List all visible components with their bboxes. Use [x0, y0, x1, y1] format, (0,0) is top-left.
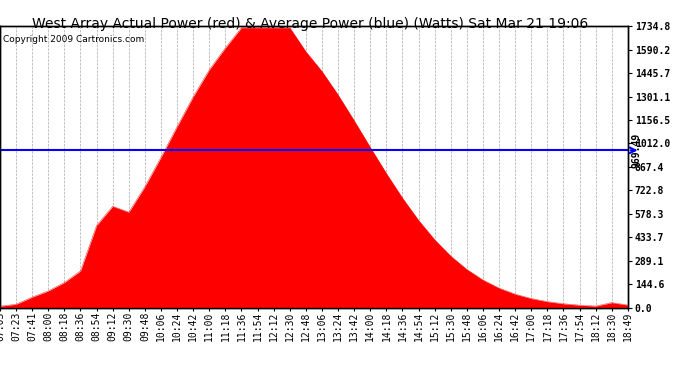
Text: 969.49: 969.49: [631, 133, 641, 168]
Text: Copyright 2009 Cartronics.com: Copyright 2009 Cartronics.com: [3, 35, 144, 44]
Text: West Array Actual Power (red) & Average Power (blue) (Watts) Sat Mar 21 19:06: West Array Actual Power (red) & Average …: [32, 17, 589, 31]
